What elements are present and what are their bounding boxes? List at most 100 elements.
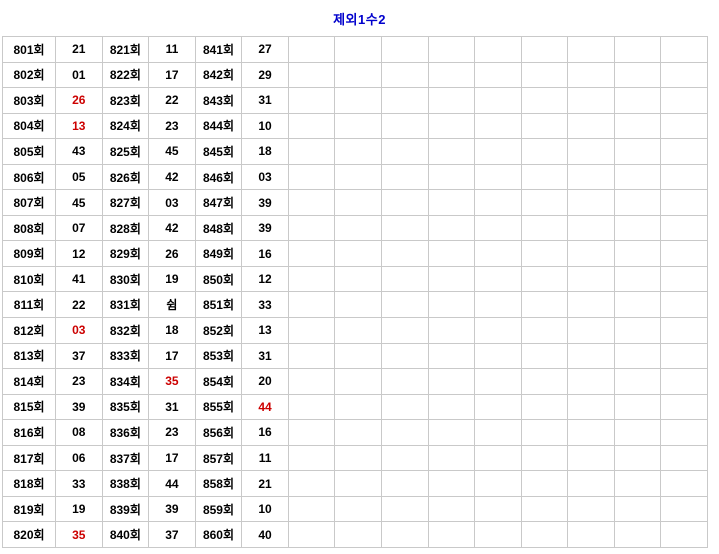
empty-cell xyxy=(474,163,522,191)
number-cell: 22 xyxy=(148,87,196,114)
table-row: 812회 03 832회 18 852회 13 xyxy=(2,317,708,344)
round-cell: 825회 xyxy=(101,138,150,165)
table-row: 817회 06 837회 17 857회 11 xyxy=(2,444,708,472)
round-cell: 849회 xyxy=(194,240,243,267)
number-cell: 35 xyxy=(55,521,103,548)
empty-cell xyxy=(334,87,382,114)
empty-cell xyxy=(334,419,382,446)
round-cell: 851회 xyxy=(194,291,243,319)
empty-cell xyxy=(427,393,476,421)
empty-cell xyxy=(520,470,569,497)
empty-cell xyxy=(380,393,429,421)
number-cell: 18 xyxy=(148,317,196,344)
empty-cell xyxy=(287,240,336,267)
empty-cell xyxy=(660,163,708,191)
number-cell: 16 xyxy=(241,419,289,446)
round-cell: 853회 xyxy=(194,342,243,370)
round-cell: 832회 xyxy=(101,317,150,344)
empty-cell xyxy=(613,419,662,446)
table-row: 811회 22 831회 쉼 851회 33 xyxy=(2,291,708,319)
empty-cell xyxy=(567,317,615,344)
number-cell: 44 xyxy=(148,470,196,497)
empty-cell xyxy=(334,61,382,89)
round-cell: 803회 xyxy=(2,87,56,114)
round-cell: 804회 xyxy=(2,112,56,140)
empty-cell xyxy=(567,521,615,548)
number-cell: 05 xyxy=(55,163,103,191)
round-cell: 826회 xyxy=(101,163,150,191)
round-cell: 840회 xyxy=(101,521,150,548)
empty-cell xyxy=(660,36,708,63)
empty-cell xyxy=(613,368,662,395)
table-row: 805회 43 825회 45 845회 18 xyxy=(2,138,708,165)
number-cell: 17 xyxy=(148,61,196,89)
empty-cell xyxy=(520,61,569,89)
empty-cell xyxy=(474,240,522,267)
empty-cell xyxy=(334,240,382,267)
round-cell: 855회 xyxy=(194,393,243,421)
empty-cell xyxy=(334,470,382,497)
empty-cell xyxy=(474,470,522,497)
empty-cell xyxy=(567,470,615,497)
empty-cell xyxy=(287,87,336,114)
empty-cell xyxy=(380,214,429,242)
empty-cell xyxy=(660,495,708,523)
number-cell: 20 xyxy=(241,368,289,395)
round-cell: 856회 xyxy=(194,419,243,446)
empty-cell xyxy=(520,138,569,165)
empty-cell xyxy=(287,444,336,472)
empty-cell xyxy=(520,87,569,114)
empty-cell xyxy=(474,342,522,370)
round-cell: 822회 xyxy=(101,61,150,89)
empty-cell xyxy=(613,393,662,421)
round-cell: 801회 xyxy=(2,36,56,63)
number-cell: 13 xyxy=(241,317,289,344)
empty-cell xyxy=(613,342,662,370)
table-row: 813회 37 833회 17 853회 31 xyxy=(2,342,708,370)
empty-cell xyxy=(567,291,615,319)
empty-cell xyxy=(287,163,336,191)
empty-cell xyxy=(660,61,708,89)
empty-cell xyxy=(287,521,336,548)
empty-cell xyxy=(287,36,336,63)
empty-cell xyxy=(334,189,382,216)
empty-cell xyxy=(427,342,476,370)
table-row: 802회 01 822회 17 842회 29 xyxy=(2,61,708,89)
empty-cell xyxy=(474,368,522,395)
round-cell: 844회 xyxy=(194,112,243,140)
round-cell: 820회 xyxy=(2,521,56,548)
empty-cell xyxy=(380,138,429,165)
table-row: 814회 23 834회 35 854회 20 xyxy=(2,368,708,395)
number-cell: 01 xyxy=(55,61,103,89)
empty-cell xyxy=(287,61,336,89)
empty-cell xyxy=(287,112,336,140)
empty-cell xyxy=(427,87,476,114)
number-cell: 11 xyxy=(241,444,289,472)
empty-cell xyxy=(334,444,382,472)
empty-cell xyxy=(660,368,708,395)
round-cell: 845회 xyxy=(194,138,243,165)
empty-cell xyxy=(427,138,476,165)
page-title: 제외1수2 xyxy=(333,11,386,27)
empty-cell xyxy=(380,189,429,216)
number-cell: 13 xyxy=(55,112,103,140)
round-cell: 810회 xyxy=(2,265,56,293)
empty-cell xyxy=(660,444,708,472)
empty-cell xyxy=(567,265,615,293)
round-cell: 821회 xyxy=(101,36,150,63)
empty-cell xyxy=(660,189,708,216)
empty-cell xyxy=(380,317,429,344)
empty-cell xyxy=(427,368,476,395)
round-cell: 854회 xyxy=(194,368,243,395)
empty-cell xyxy=(613,87,662,114)
round-cell: 833회 xyxy=(101,342,150,370)
empty-cell xyxy=(380,87,429,114)
empty-cell xyxy=(567,36,615,63)
empty-cell xyxy=(334,138,382,165)
empty-cell xyxy=(474,291,522,319)
round-cell: 814회 xyxy=(2,368,56,395)
number-cell: 26 xyxy=(148,240,196,267)
empty-cell xyxy=(520,342,569,370)
round-cell: 806회 xyxy=(2,163,56,191)
